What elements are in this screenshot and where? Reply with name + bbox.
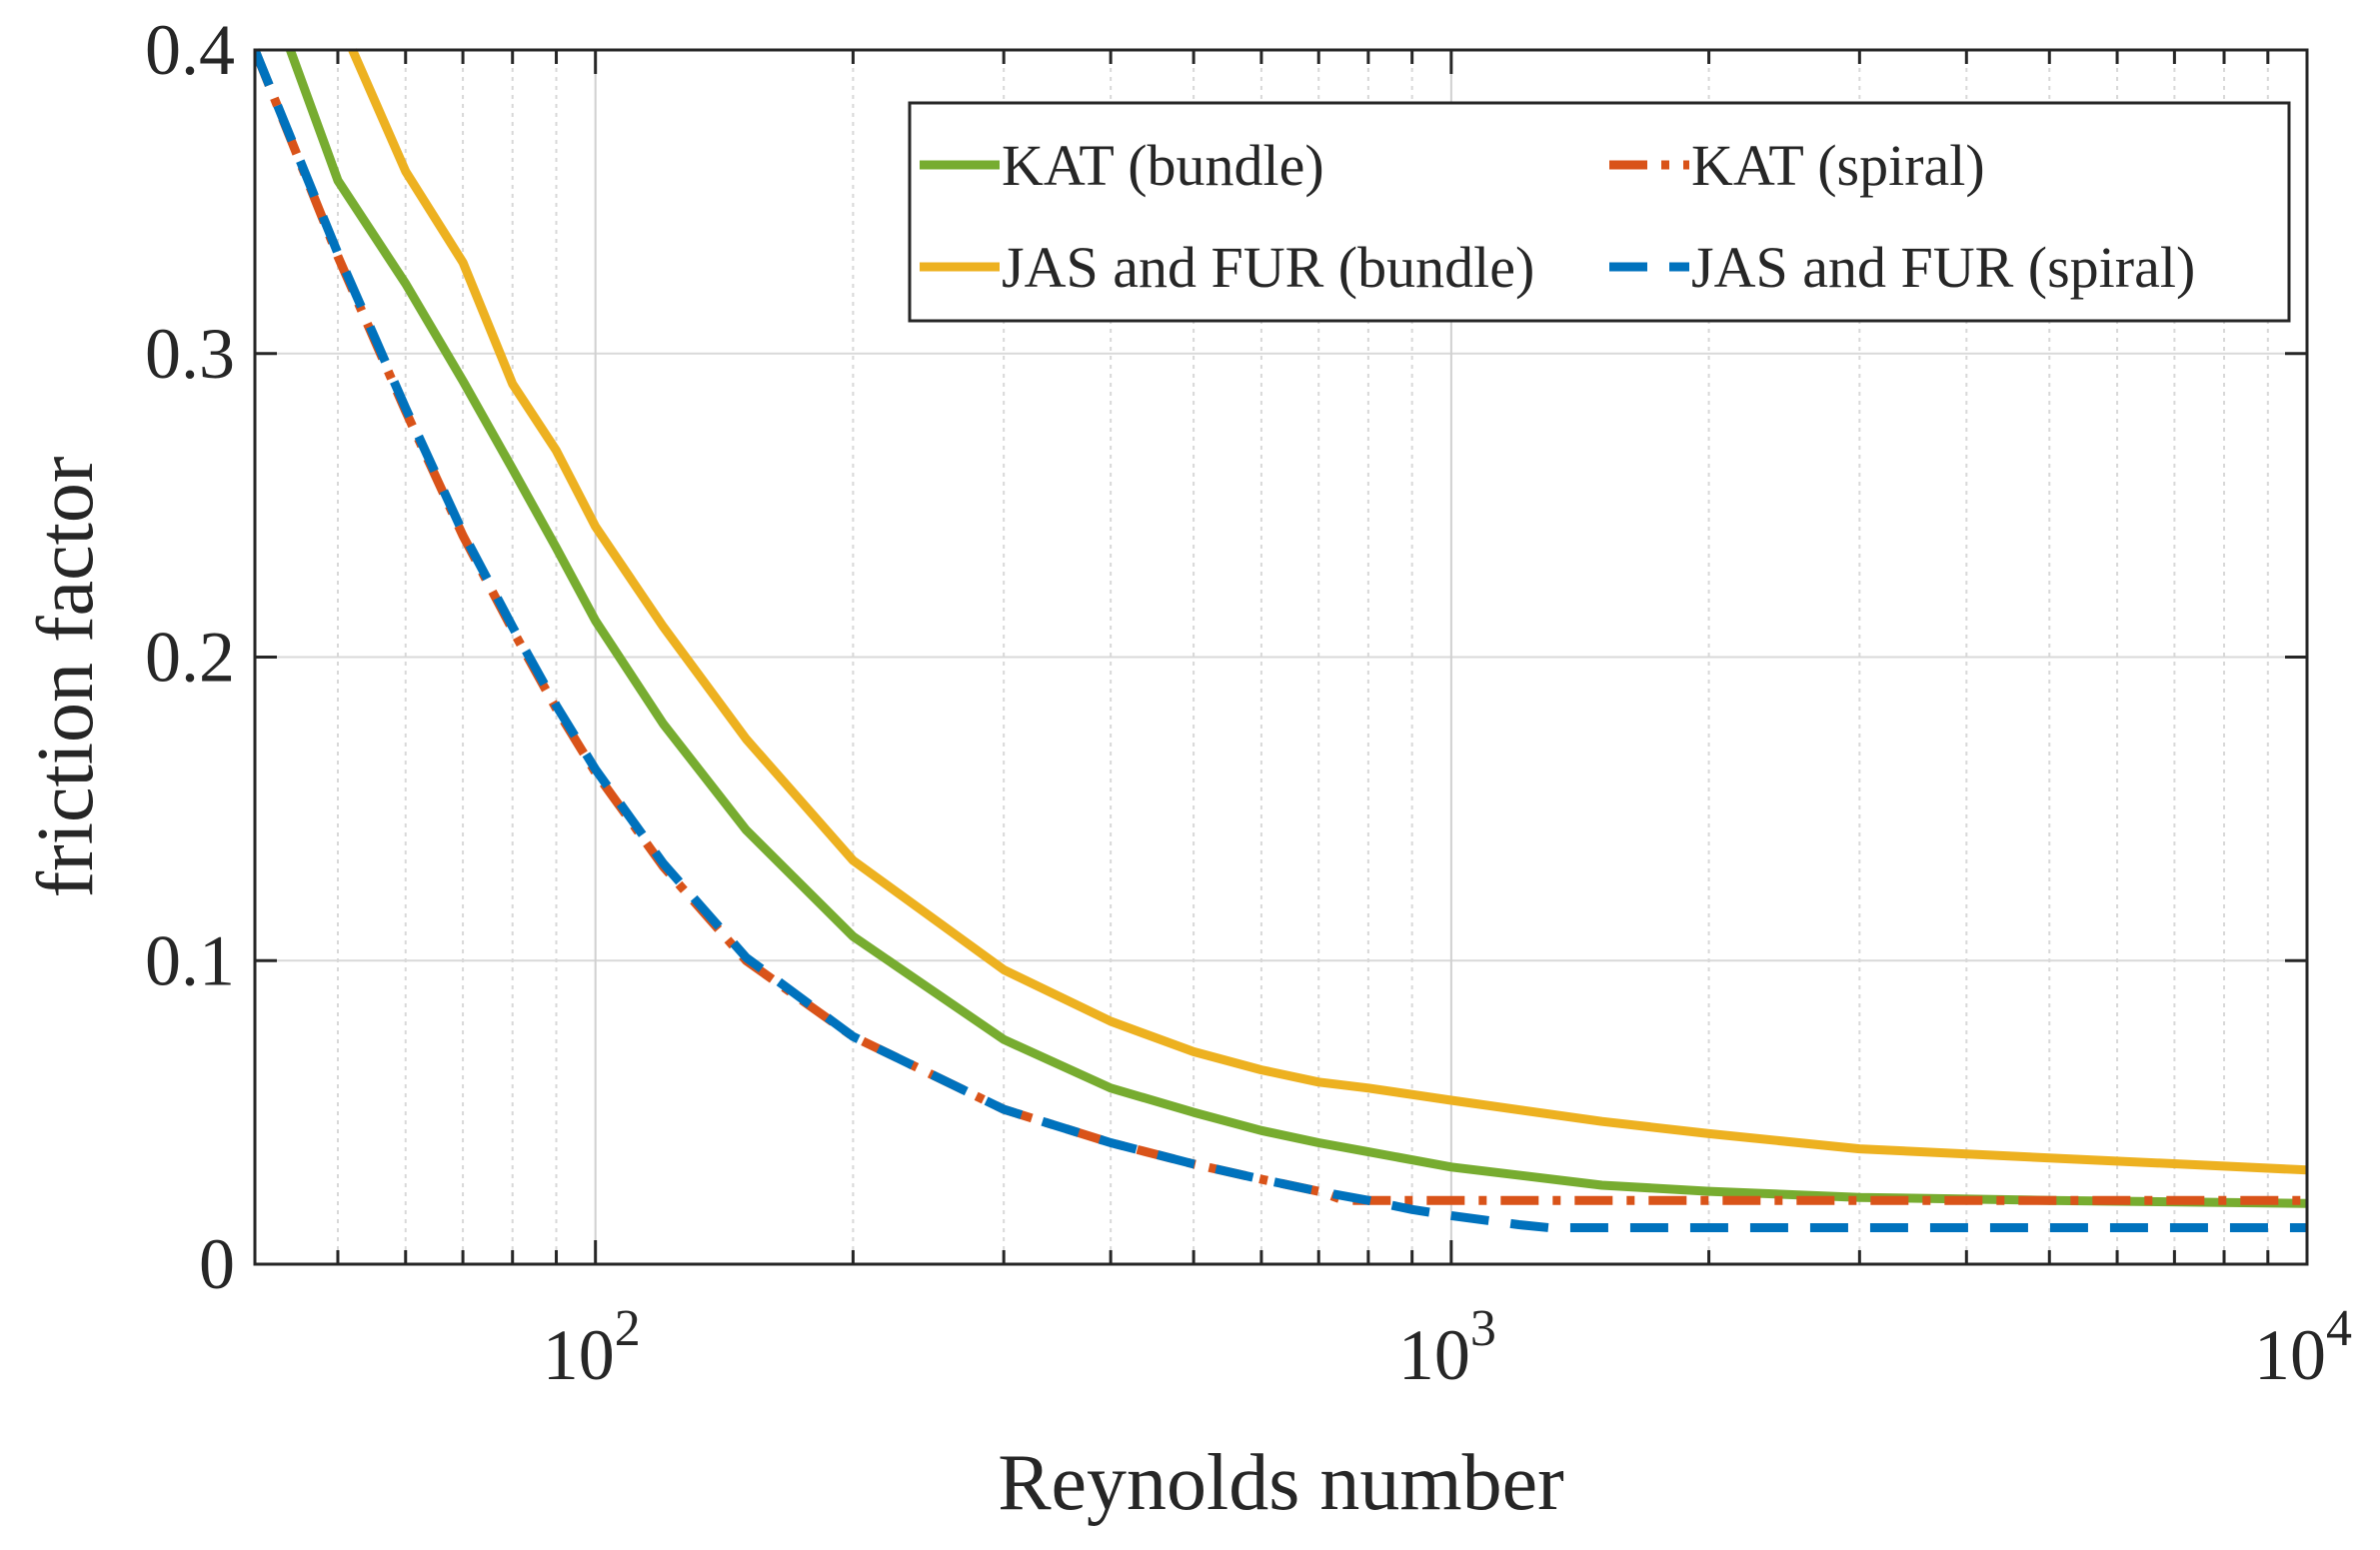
series-line-jas-and-fur-spiral xyxy=(255,48,2307,1232)
x-tick-exponent: 4 xyxy=(2326,1300,2352,1357)
x-tick-base: 10 xyxy=(543,1315,615,1395)
y-axis-title: friction factor xyxy=(22,457,110,898)
legend-box xyxy=(908,101,2291,323)
x-tick-base: 10 xyxy=(1398,1315,1470,1395)
x-tick-exponent: 3 xyxy=(1470,1300,1496,1357)
legend-label-jas-and-fur-spiral: JAS and FUR (spiral) xyxy=(1691,235,2195,300)
x-tick-label: 104 xyxy=(2254,1300,2352,1395)
series-line-kat-bundle xyxy=(286,48,2307,1208)
tick-layer xyxy=(255,48,2309,1266)
x-axis-title: Reynolds number xyxy=(998,1439,1564,1527)
legend: KAT (bundle) KAT (spiral) JAS and FUR (bun… xyxy=(908,101,2291,323)
legend-label-kat-bundle: KAT (bundle) xyxy=(1002,133,1324,198)
y-tick-label: 0.4 xyxy=(145,10,235,90)
x-tick-label: 102 xyxy=(543,1300,641,1395)
series-line-jas-and-fur-bundle xyxy=(348,48,2307,1175)
grid-layer xyxy=(255,50,2307,1264)
legend-label-jas-and-fur-bundle: JAS and FUR (bundle) xyxy=(1002,235,1534,300)
x-tick-base: 10 xyxy=(2254,1315,2326,1395)
series-layer xyxy=(255,48,2307,1232)
y-tick-label: 0 xyxy=(199,1224,235,1304)
legend-label-kat-spiral: KAT (spiral) xyxy=(1691,133,1985,198)
x-tick-label: 103 xyxy=(1398,1300,1496,1395)
y-tick-label: 0.3 xyxy=(145,314,235,394)
y-tick-label: 0.2 xyxy=(145,618,235,698)
y-tick-label: 0.1 xyxy=(145,920,235,1000)
x-tick-exponent: 2 xyxy=(615,1300,641,1357)
